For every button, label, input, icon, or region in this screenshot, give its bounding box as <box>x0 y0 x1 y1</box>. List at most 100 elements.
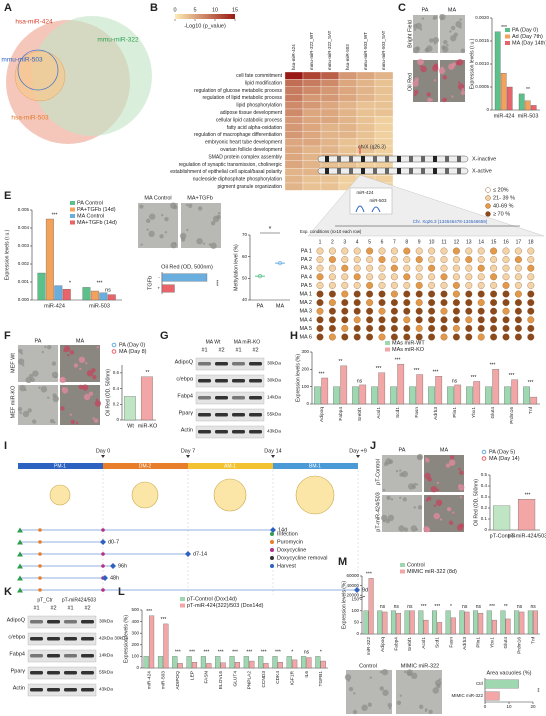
cell <box>439 518 443 521</box>
bar <box>107 294 116 301</box>
cell <box>425 499 429 502</box>
cpg-site <box>440 273 448 281</box>
cell <box>439 13 446 21</box>
label: BM-1 <box>309 463 321 469</box>
cell <box>398 525 405 532</box>
cell <box>210 242 217 249</box>
cpg-site <box>428 316 436 324</box>
legend-label: PA (Day 5) <box>489 449 515 455</box>
cell <box>22 364 25 367</box>
bar <box>382 611 388 635</box>
cell <box>379 686 384 691</box>
cpg-site <box>316 247 324 255</box>
cpg-site <box>502 256 510 264</box>
cpg-site <box>328 333 336 341</box>
band <box>64 637 77 641</box>
x-tick-label: Srebf1 <box>407 637 413 651</box>
panel-letter: I <box>4 440 7 452</box>
bar <box>500 610 506 635</box>
y-tick-label: 300 <box>301 349 309 354</box>
chromosome <box>317 155 469 163</box>
cpg-site <box>477 247 485 255</box>
cpg-site <box>452 316 460 324</box>
infection <box>17 527 23 533</box>
heat-cell <box>302 182 322 191</box>
cell <box>401 470 408 478</box>
band <box>81 654 94 658</box>
label: chrX (q26.3) <box>358 144 386 150</box>
bar <box>404 610 410 635</box>
heat-cell <box>320 145 340 154</box>
bar <box>450 617 456 635</box>
label: Doxycycline removal <box>277 555 327 561</box>
cpg-site <box>428 324 436 332</box>
cell <box>417 505 423 510</box>
band <box>64 654 77 658</box>
legend-label: Control <box>407 562 425 568</box>
cell <box>417 454 422 460</box>
cpg-site <box>378 333 386 341</box>
cell <box>27 408 32 413</box>
legend-label: PA (Day 0) <box>512 27 538 33</box>
cell <box>421 17 425 20</box>
heat-cell <box>284 101 304 110</box>
bar <box>514 610 520 635</box>
bar <box>506 86 513 111</box>
cell <box>40 386 48 393</box>
bar <box>485 386 492 405</box>
significance: *** <box>376 366 382 372</box>
scale-tick-label: 10 <box>212 7 218 13</box>
legend-label: Ad (Day 7th) <box>512 34 543 40</box>
heat-cell <box>356 79 376 87</box>
venn-set <box>32 16 152 136</box>
band <box>81 688 94 692</box>
bar <box>478 612 484 635</box>
label: d0-7 <box>108 539 119 545</box>
cpg-site <box>527 247 535 255</box>
cell <box>424 709 428 713</box>
bar <box>432 610 437 635</box>
label: 9d <box>362 587 368 593</box>
doxycycline <box>101 564 105 568</box>
venn-set <box>17 49 59 91</box>
cell <box>79 367 82 371</box>
panel-letter: J <box>370 440 376 452</box>
cpg-site <box>403 273 411 281</box>
y-tick-label: 50 <box>354 620 360 625</box>
column-label: 5 <box>368 239 371 245</box>
label: 21- 39 % <box>493 195 515 201</box>
label: Pparγ <box>179 410 194 416</box>
label: Oil Red <box>407 73 413 91</box>
band <box>385 168 389 174</box>
legend-swatch <box>111 349 117 354</box>
cpg-site <box>465 281 473 289</box>
label: 55kDa <box>99 669 113 675</box>
band <box>249 430 262 434</box>
cpg-site <box>316 324 324 332</box>
hairpin <box>355 205 381 213</box>
heat-cell <box>356 116 376 124</box>
row-label: embryonic heart tube development <box>205 140 283 146</box>
cell <box>95 398 99 401</box>
cell <box>425 457 428 460</box>
cpg-site <box>465 256 473 264</box>
heat-cell <box>338 79 358 87</box>
heat-cell <box>284 71 304 80</box>
harvest <box>270 527 276 533</box>
band <box>361 156 365 162</box>
cpg-site <box>341 316 349 324</box>
bar <box>390 610 396 635</box>
x-tick-label: PA <box>257 303 264 309</box>
band <box>30 637 43 641</box>
y-tick-label: 0.3 <box>481 494 488 499</box>
cell <box>433 79 437 82</box>
x-tick-label: 20 <box>530 704 536 709</box>
cpg-site <box>415 324 423 332</box>
column-label: 10 <box>429 239 435 245</box>
cell <box>407 671 412 676</box>
x-tick-label: miR-503 <box>89 303 110 309</box>
cpg-site <box>514 281 522 289</box>
column-label: hsa-miR-424 <box>291 44 296 70</box>
cell <box>458 484 465 491</box>
